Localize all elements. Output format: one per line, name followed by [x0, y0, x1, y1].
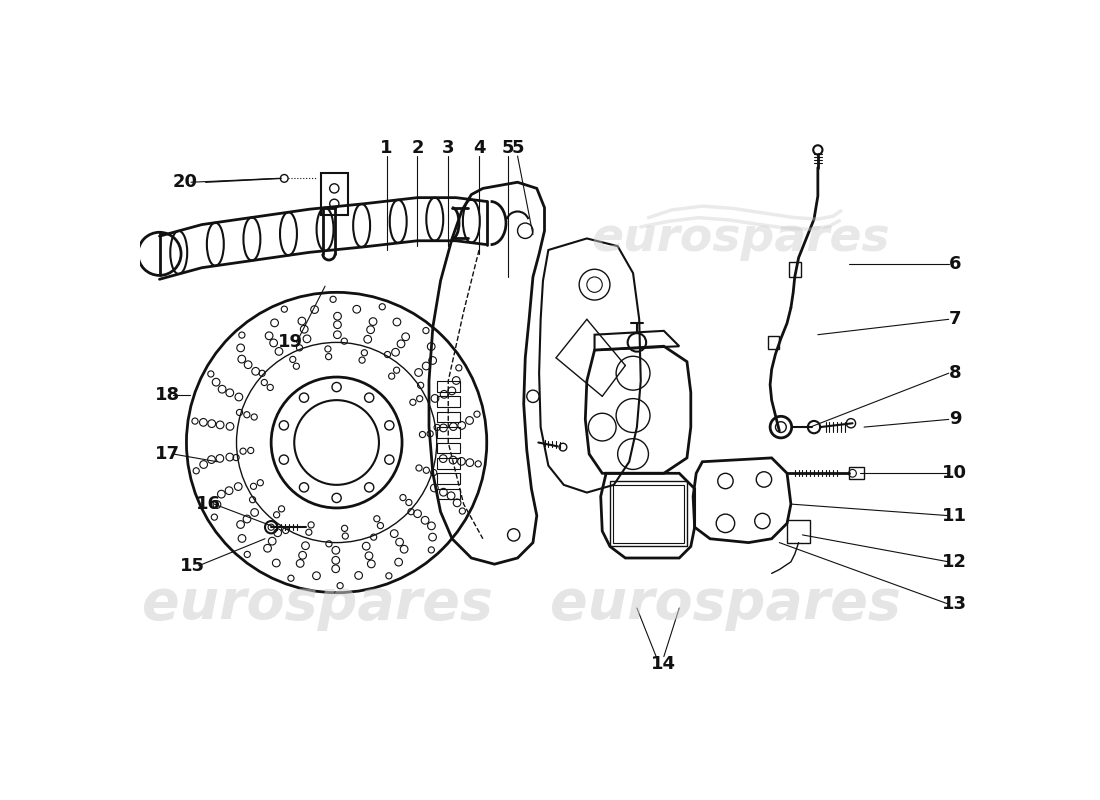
- Bar: [437, 427, 460, 438]
- Text: 10: 10: [943, 464, 967, 482]
- Bar: [437, 474, 460, 484]
- Bar: [437, 396, 460, 407]
- Text: eurospares: eurospares: [142, 578, 493, 631]
- Text: 11: 11: [943, 506, 967, 525]
- Text: 9: 9: [948, 410, 961, 429]
- Text: eurospares: eurospares: [550, 578, 901, 631]
- Bar: [437, 442, 460, 454]
- Bar: [437, 412, 460, 422]
- Text: 7: 7: [948, 310, 961, 328]
- Text: 17: 17: [155, 445, 179, 463]
- Bar: [609, 481, 686, 546]
- Text: 18: 18: [155, 386, 179, 404]
- Text: 12: 12: [943, 553, 967, 571]
- Bar: [437, 489, 460, 499]
- Text: 19: 19: [278, 334, 303, 351]
- Text: 16: 16: [196, 495, 220, 513]
- Bar: [437, 381, 460, 392]
- Text: eurospares: eurospares: [592, 216, 890, 261]
- Text: 20: 20: [173, 174, 197, 191]
- Text: 3: 3: [442, 139, 454, 158]
- Text: 13: 13: [943, 595, 967, 613]
- Text: 4: 4: [473, 139, 485, 158]
- Text: 8: 8: [948, 364, 961, 382]
- Text: 5: 5: [502, 139, 515, 158]
- Text: 5: 5: [512, 139, 524, 158]
- Text: 15: 15: [180, 557, 205, 574]
- Text: 2: 2: [411, 139, 424, 158]
- Text: 6: 6: [948, 255, 961, 273]
- Bar: [437, 458, 460, 469]
- Text: 14: 14: [651, 655, 676, 674]
- Bar: [613, 485, 684, 542]
- Text: 1: 1: [381, 139, 393, 158]
